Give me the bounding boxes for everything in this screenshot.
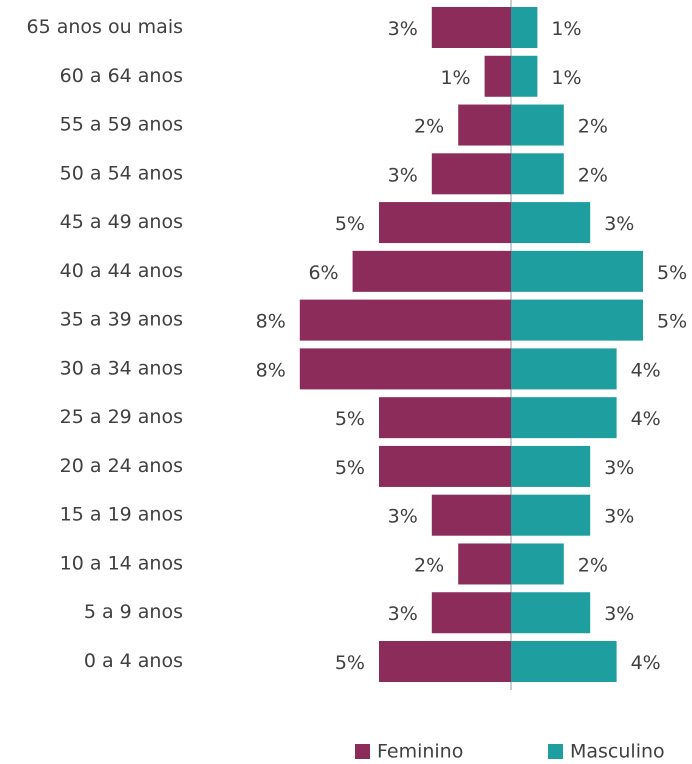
value-label: 5% — [335, 213, 365, 235]
bar — [431, 153, 511, 195]
category-label: 30 a 34 anos — [60, 357, 183, 379]
value-label: 4% — [631, 652, 661, 674]
bar — [511, 153, 564, 195]
bar — [511, 55, 538, 97]
category-label: 0 a 4 anos — [84, 650, 183, 672]
bar — [511, 543, 564, 585]
legend-swatch — [355, 744, 370, 759]
bar — [379, 641, 511, 683]
bar — [511, 104, 564, 146]
value-label: 2% — [414, 116, 444, 138]
category-label: 65 anos ou mais — [27, 16, 184, 38]
category-label: 45 a 49 anos — [60, 211, 183, 233]
value-label: 8% — [256, 311, 286, 333]
value-label: 1% — [551, 18, 581, 40]
value-label: 4% — [631, 359, 661, 381]
value-label: 2% — [578, 164, 608, 186]
category-label: 15 a 19 anos — [60, 504, 183, 526]
value-label: 2% — [578, 554, 608, 576]
bar — [379, 445, 511, 487]
bar — [352, 250, 511, 292]
value-label: 1% — [551, 67, 581, 89]
bar — [299, 348, 511, 390]
value-label: 6% — [308, 262, 338, 284]
bar — [431, 7, 511, 48]
value-label: 5% — [657, 311, 687, 333]
value-label: 2% — [414, 554, 444, 576]
value-label: 3% — [388, 603, 418, 625]
value-label: 3% — [388, 18, 418, 40]
bar — [511, 641, 617, 683]
bar — [511, 202, 591, 244]
bar — [511, 348, 617, 390]
category-label: 60 a 64 anos — [60, 65, 183, 87]
category-label: 25 a 29 anos — [60, 406, 183, 428]
value-label: 3% — [604, 506, 634, 528]
bar — [379, 397, 511, 439]
value-label: 5% — [657, 262, 687, 284]
legend-label: Masculino — [570, 741, 665, 763]
value-label: 3% — [604, 457, 634, 479]
value-label: 5% — [335, 652, 365, 674]
value-label: 3% — [388, 506, 418, 528]
value-label: 3% — [388, 164, 418, 186]
bar — [511, 250, 643, 292]
bar — [484, 55, 511, 97]
value-label: 4% — [631, 408, 661, 430]
category-label: 40 a 44 anos — [60, 260, 183, 282]
bar — [299, 299, 511, 341]
value-label: 2% — [578, 116, 608, 138]
bar — [511, 445, 591, 487]
bar — [511, 494, 591, 536]
bar — [458, 104, 511, 146]
category-label: 10 a 14 anos — [60, 552, 183, 574]
bar — [511, 592, 591, 634]
legend-swatch — [548, 744, 563, 759]
bar — [511, 7, 538, 48]
value-label: 5% — [335, 457, 365, 479]
bar — [511, 299, 643, 341]
category-label: 55 a 59 anos — [60, 114, 183, 136]
legend-label: Feminino — [377, 741, 463, 763]
category-label: 20 a 24 anos — [60, 455, 183, 477]
category-label: 35 a 39 anos — [60, 309, 183, 331]
value-label: 1% — [440, 67, 470, 89]
bar — [431, 494, 511, 536]
value-label: 8% — [256, 359, 286, 381]
bar — [458, 543, 511, 585]
bar — [431, 592, 511, 634]
value-label: 3% — [604, 603, 634, 625]
bar — [379, 202, 511, 244]
bar — [511, 397, 617, 439]
category-label: 50 a 54 anos — [60, 162, 183, 184]
value-label: 3% — [604, 213, 634, 235]
value-label: 5% — [335, 408, 365, 430]
category-label: 5 a 9 anos — [84, 601, 183, 623]
